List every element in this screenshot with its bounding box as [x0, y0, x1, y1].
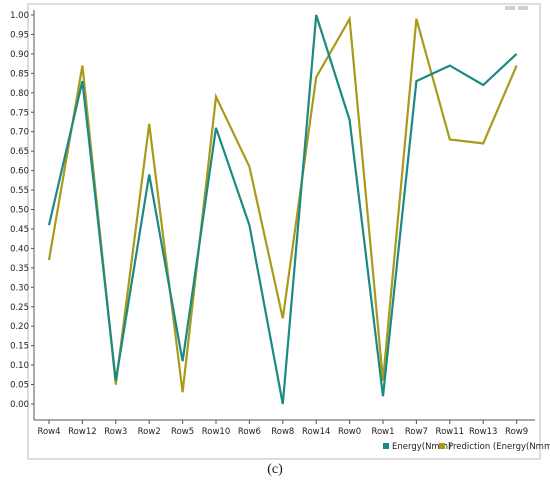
series-line-prediction — [47, 15, 518, 393]
x-tick-label: Row6 — [238, 427, 261, 437]
y-tick-label: 1.00 — [10, 11, 29, 21]
y-tick-label: 0.10 — [10, 361, 29, 371]
x-tick-label: Row12 — [68, 427, 97, 437]
y-tick-label: 0.40 — [10, 244, 29, 254]
x-tick-label: Row2 — [138, 427, 161, 437]
legend-label: Energy(Nmm) — [392, 442, 451, 452]
y-tick-label: 0.60 — [10, 167, 29, 177]
y-tick-label: 0.15 — [10, 342, 29, 352]
figure-caption: (c) — [267, 462, 283, 477]
x-tick-label: Row13 — [469, 427, 498, 437]
x-tick-label: Row4 — [37, 427, 60, 437]
y-tick-label: 0.50 — [10, 206, 29, 216]
x-tick-label: Row10 — [202, 427, 231, 437]
x-tick-label: Row3 — [104, 427, 127, 437]
chart-legend: Energy(Nmm)Prediction (Energy(Nmm)) — [383, 442, 550, 452]
legend-label: Prediction (Energy(Nmm)) — [448, 442, 550, 452]
y-tick-label: 0.85 — [10, 69, 29, 79]
x-tick-label: Row7 — [405, 427, 428, 437]
toolbar-icon[interactable] — [505, 6, 528, 10]
x-tick-label: Row14 — [302, 427, 331, 437]
y-tick-label: 0.30 — [10, 283, 29, 293]
legend-swatch — [439, 443, 445, 449]
y-tick-label: 0.35 — [10, 264, 29, 274]
x-tick-label: Row9 — [505, 427, 528, 437]
x-axis-ticks: Row4 Row12 Row3 Row2 Row5 Row10 Row6 Row8 Row14 R… — [37, 420, 528, 437]
y-tick-label: 0.45 — [10, 225, 29, 235]
x-tick-label: Row11 — [436, 427, 465, 437]
legend-swatch — [383, 443, 389, 449]
y-tick-label: 0.25 — [10, 303, 29, 313]
y-tick-label: 0.65 — [10, 147, 29, 157]
y-tick-label: 0.90 — [10, 50, 29, 60]
y-tick-label: 0.95 — [10, 30, 29, 40]
y-tick-label: 0.75 — [10, 108, 29, 118]
y-tick-label: 0.55 — [10, 186, 29, 196]
series-lines — [47, 14, 518, 405]
y-axis-ticks: 0.00 0.05 0.10 0.15 0.20 0.25 0.30 0.35 0.40 0.45… — [10, 11, 34, 410]
x-tick-label: Row5 — [171, 427, 194, 437]
x-tick-label: Row8 — [271, 427, 294, 437]
x-tick-label: Row1 — [371, 427, 394, 437]
x-tick-label: Row0 — [338, 427, 361, 437]
y-tick-label: 0.00 — [10, 400, 29, 410]
y-tick-label: 0.20 — [10, 322, 29, 332]
y-tick-label: 0.80 — [10, 89, 29, 99]
chart-frame — [27, 3, 541, 460]
series-line-energy — [47, 14, 518, 405]
y-tick-label: 0.70 — [10, 128, 29, 138]
y-tick-label: 0.05 — [10, 381, 29, 391]
